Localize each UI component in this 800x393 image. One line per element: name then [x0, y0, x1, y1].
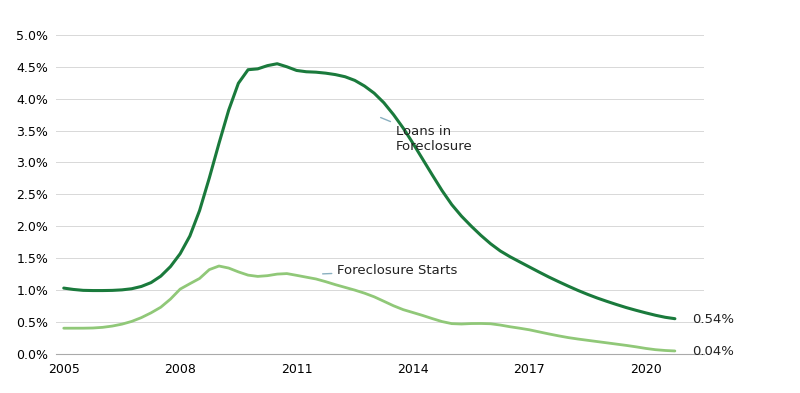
Text: 0.54%: 0.54% [692, 313, 734, 326]
Text: 0.04%: 0.04% [692, 345, 734, 358]
Text: Foreclosure Starts: Foreclosure Starts [322, 264, 458, 277]
Text: Loans in
Foreclosure: Loans in Foreclosure [381, 118, 472, 153]
